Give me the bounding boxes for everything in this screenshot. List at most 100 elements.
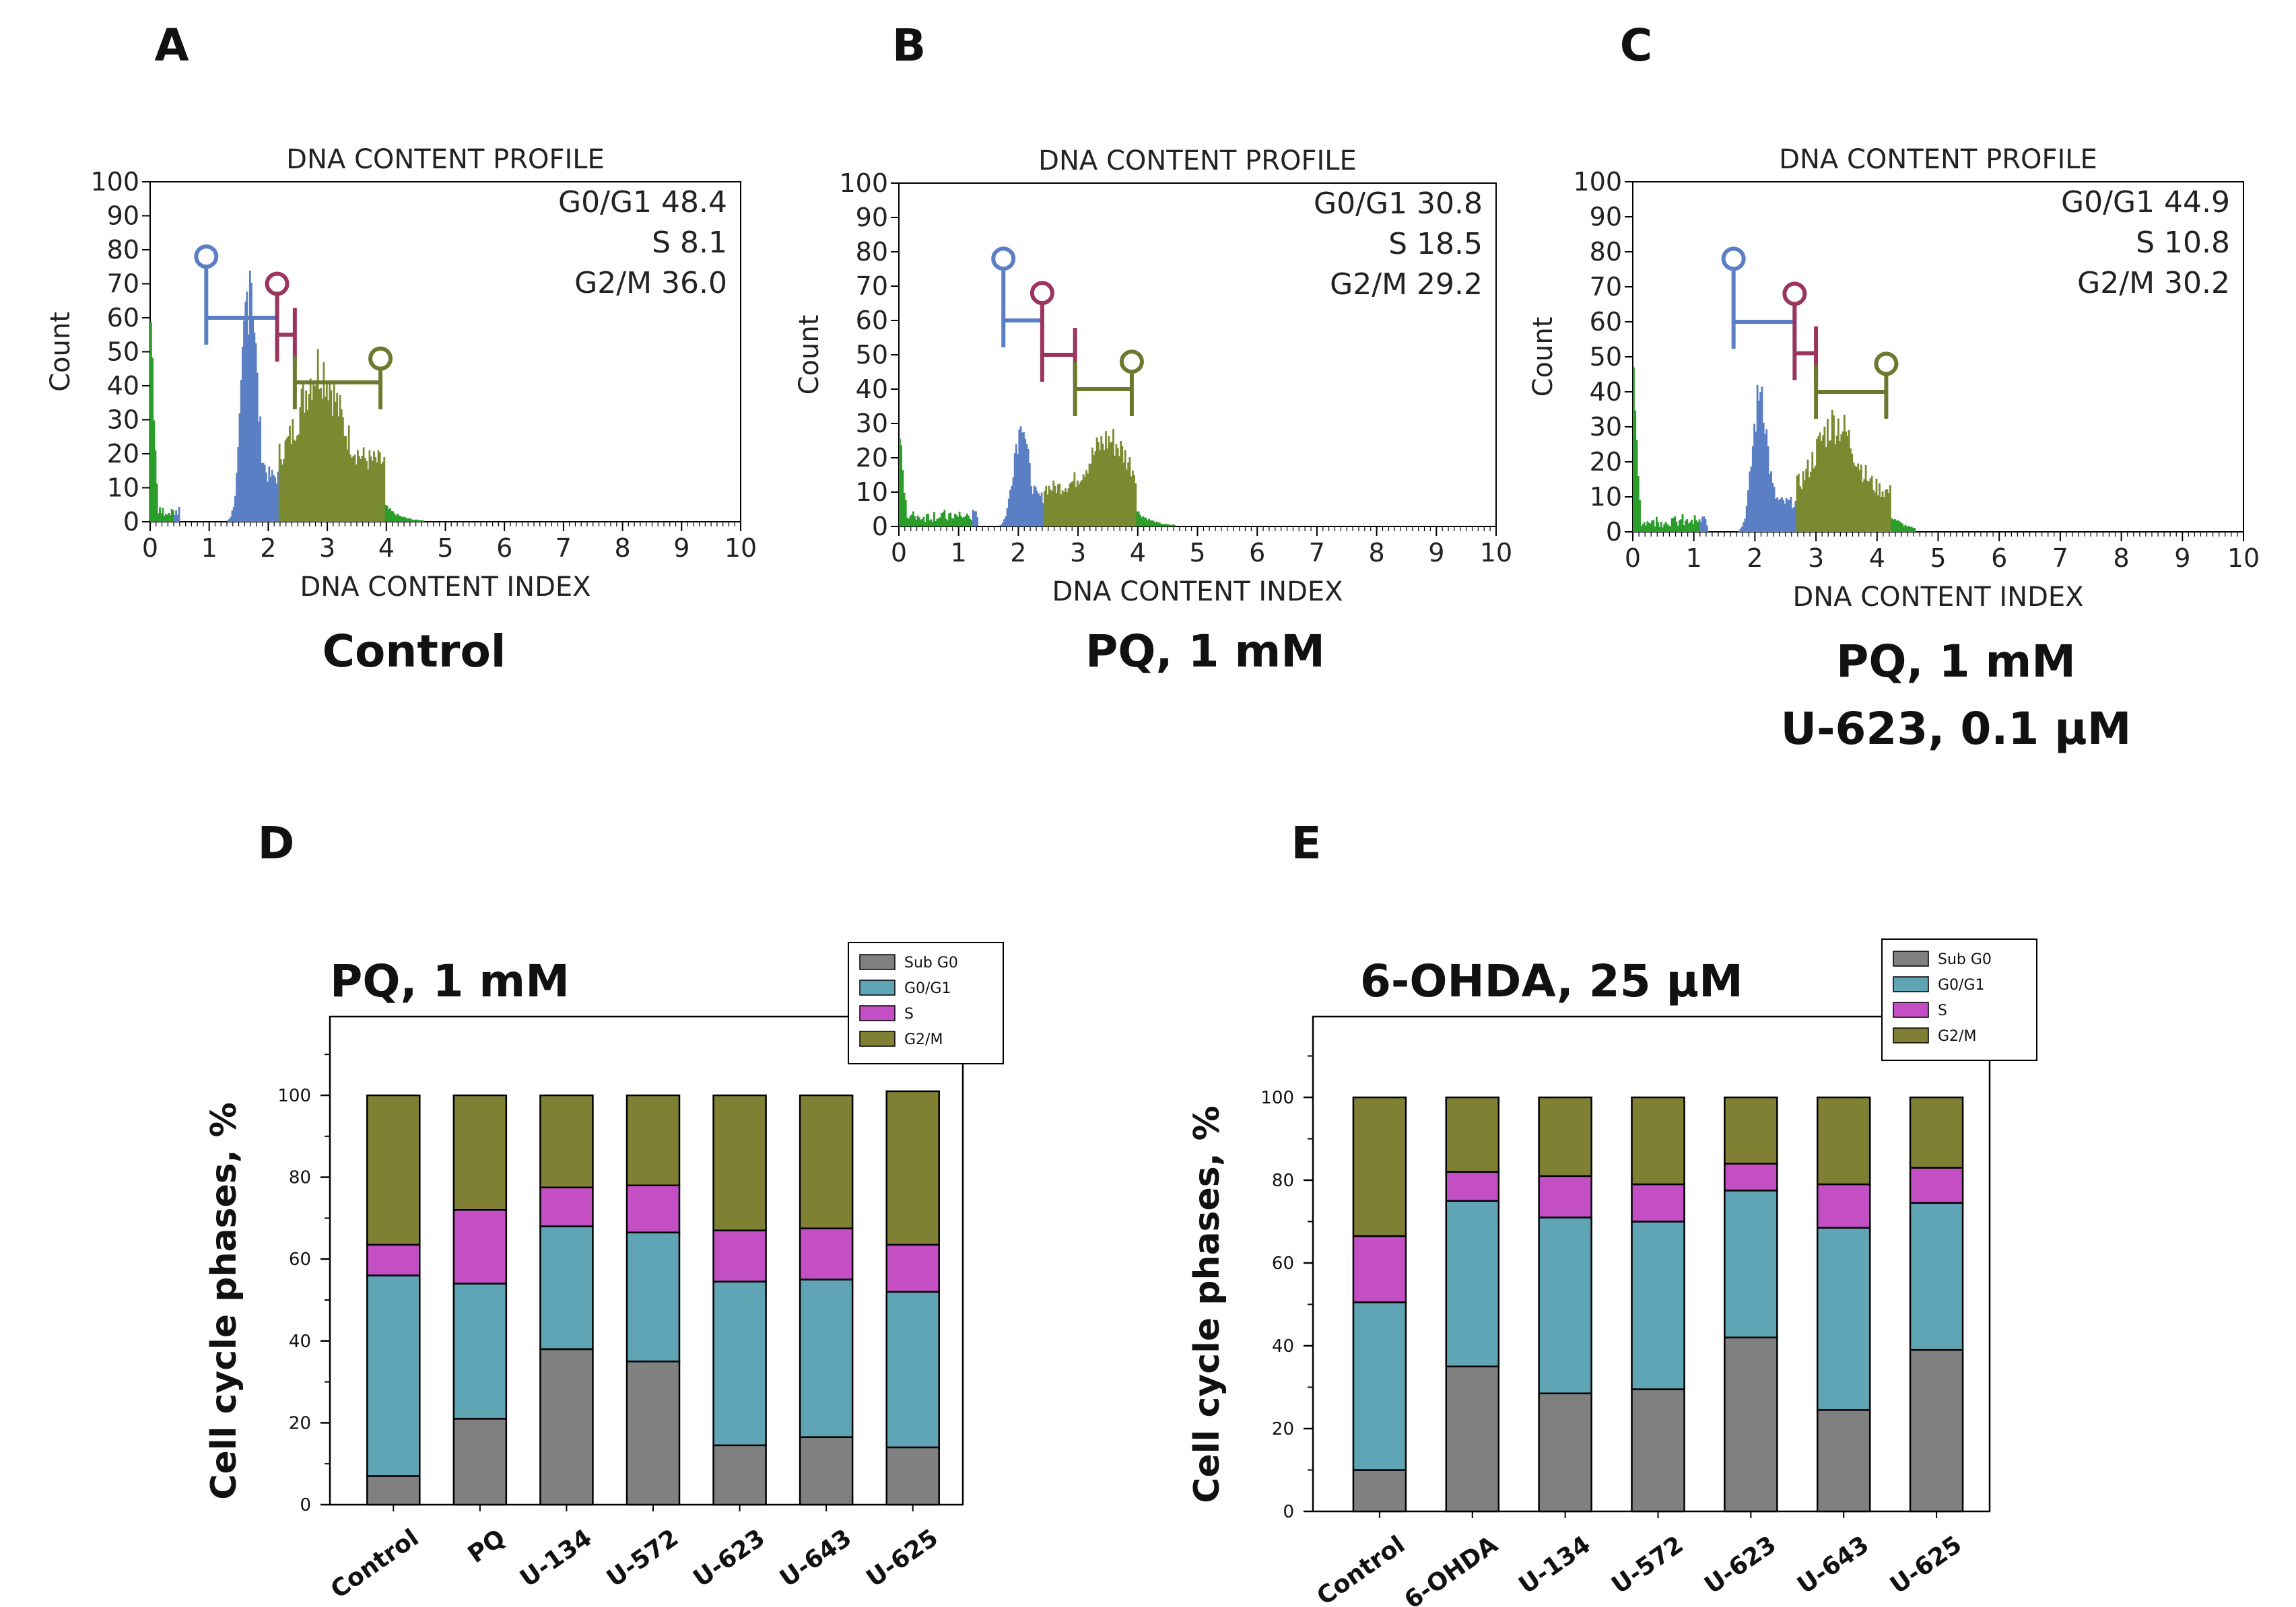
histogram-bin xyxy=(1852,462,1855,532)
histogram-bin xyxy=(961,517,964,526)
histogram-bin xyxy=(1137,511,1140,526)
histogram-bin xyxy=(408,518,411,522)
y-tick-label: 10 xyxy=(856,477,888,507)
histogram-bin xyxy=(337,416,340,522)
histogram-bin xyxy=(1082,474,1085,526)
x-tick-label: 2 xyxy=(260,533,276,563)
y-tick-label: 40 xyxy=(1590,377,1622,407)
x-axis-label: DNA CONTENT INDEX xyxy=(300,572,590,603)
histogram-bin xyxy=(1738,530,1741,532)
histogram-bin xyxy=(1749,471,1751,532)
histogram-bin xyxy=(943,510,946,526)
histogram-bin xyxy=(954,513,956,526)
histogram-bin xyxy=(342,417,344,522)
y-tick-label: 100 xyxy=(839,168,888,198)
histogram-bin xyxy=(1794,500,1797,532)
histogram-bin xyxy=(1042,503,1044,526)
category-label: U-623 xyxy=(1699,1531,1781,1600)
histogram-bin xyxy=(1172,524,1174,526)
histogram-bin xyxy=(1021,432,1023,526)
y-axis-label: Count xyxy=(1528,317,1559,397)
gate-s xyxy=(1029,281,1077,382)
histogram-bin xyxy=(316,349,319,522)
histogram-bin xyxy=(356,450,359,522)
histogram-bin xyxy=(1744,518,1747,532)
histogram-bin xyxy=(294,441,297,522)
phase-stat: G2/M 36.0 xyxy=(574,266,727,300)
histogram-bin xyxy=(364,458,366,522)
histogram-bin xyxy=(1157,522,1159,526)
histogram-bin xyxy=(1793,507,1795,532)
histogram-bin xyxy=(262,463,265,522)
histogram-bin xyxy=(1658,526,1661,532)
histogram-bin xyxy=(951,518,953,526)
bar-segment-s xyxy=(885,1243,940,1293)
category-label: Control xyxy=(326,1524,424,1604)
chart-title: DNA CONTENT PROFILE xyxy=(286,144,605,175)
histogram-bin xyxy=(1038,493,1040,526)
histogram-bin xyxy=(384,504,387,522)
histogram-bin xyxy=(349,454,351,522)
histogram-bin xyxy=(1169,524,1172,526)
histogram-bin xyxy=(1677,525,1679,532)
bar-segment-sub-g0 xyxy=(712,1444,767,1506)
histogram-bin xyxy=(1903,526,1905,532)
histogram-bin xyxy=(1651,520,1654,532)
histogram-bin xyxy=(966,513,968,526)
gate-marker-handle xyxy=(1721,246,1746,271)
histogram-bin xyxy=(1032,494,1034,526)
y-axis-label: Cell cycle phases, % xyxy=(1187,1105,1227,1503)
histogram-bin xyxy=(1166,524,1168,526)
histogram-bin xyxy=(409,518,412,522)
histogram-bin xyxy=(1066,492,1069,526)
panel-letter-a: A xyxy=(154,20,189,71)
legend-label: G2/M xyxy=(1938,1028,1976,1045)
bar-segment-g0-g1 xyxy=(366,1274,421,1477)
bar-segment-g2-m xyxy=(885,1090,940,1246)
histogram-bin xyxy=(159,507,161,522)
histogram-bin xyxy=(1105,431,1107,526)
y-tick-label: 80 xyxy=(1590,237,1622,267)
histogram-bin xyxy=(267,481,269,522)
histogram-bin xyxy=(1905,526,1908,532)
histogram-bin xyxy=(1072,481,1075,526)
histogram-bin xyxy=(900,445,903,526)
y-tick-label: 20 xyxy=(107,439,139,469)
histogram-bin xyxy=(918,517,920,526)
histogram-bin xyxy=(378,452,381,522)
histogram-bin xyxy=(1656,516,1658,532)
histogram-bin xyxy=(942,512,945,526)
histogram-bin xyxy=(269,477,272,522)
bar-segment-s xyxy=(366,1243,421,1276)
histogram-bin xyxy=(1015,444,1017,526)
histogram-bin xyxy=(1663,524,1666,532)
histogram-bin xyxy=(393,513,396,522)
gate-g2-m xyxy=(1814,351,1899,419)
histogram-bin xyxy=(1825,447,1827,532)
bar-segment-g0-g1 xyxy=(1631,1221,1685,1390)
histogram-bin xyxy=(1112,429,1114,526)
histogram-bin xyxy=(380,463,382,522)
bar-segment-sub-g0 xyxy=(1909,1348,1964,1513)
histogram-bin xyxy=(936,518,939,526)
histogram-bin xyxy=(331,415,334,522)
histogram-bin xyxy=(1670,518,1673,532)
histogram-bin xyxy=(1141,517,1143,526)
histogram-bin xyxy=(154,450,157,522)
histogram-bin xyxy=(1100,436,1103,526)
histogram-bin xyxy=(1036,491,1038,526)
histogram-bin xyxy=(1151,520,1153,526)
bar-segment-sub-g0 xyxy=(1538,1392,1592,1513)
histogram-bin xyxy=(945,518,947,526)
histogram-bin xyxy=(1675,521,1678,532)
histogram-bin xyxy=(1862,482,1864,532)
histogram-bin xyxy=(176,514,179,522)
histogram-bin xyxy=(308,394,310,522)
histogram-bin xyxy=(1741,526,1743,532)
histogram-bin xyxy=(1872,489,1875,532)
x-tick-label: 9 xyxy=(2174,543,2190,573)
histogram-bin xyxy=(290,444,293,522)
histogram-bin xyxy=(157,513,160,522)
histogram-bin xyxy=(355,464,358,522)
histogram-bin xyxy=(957,516,959,526)
